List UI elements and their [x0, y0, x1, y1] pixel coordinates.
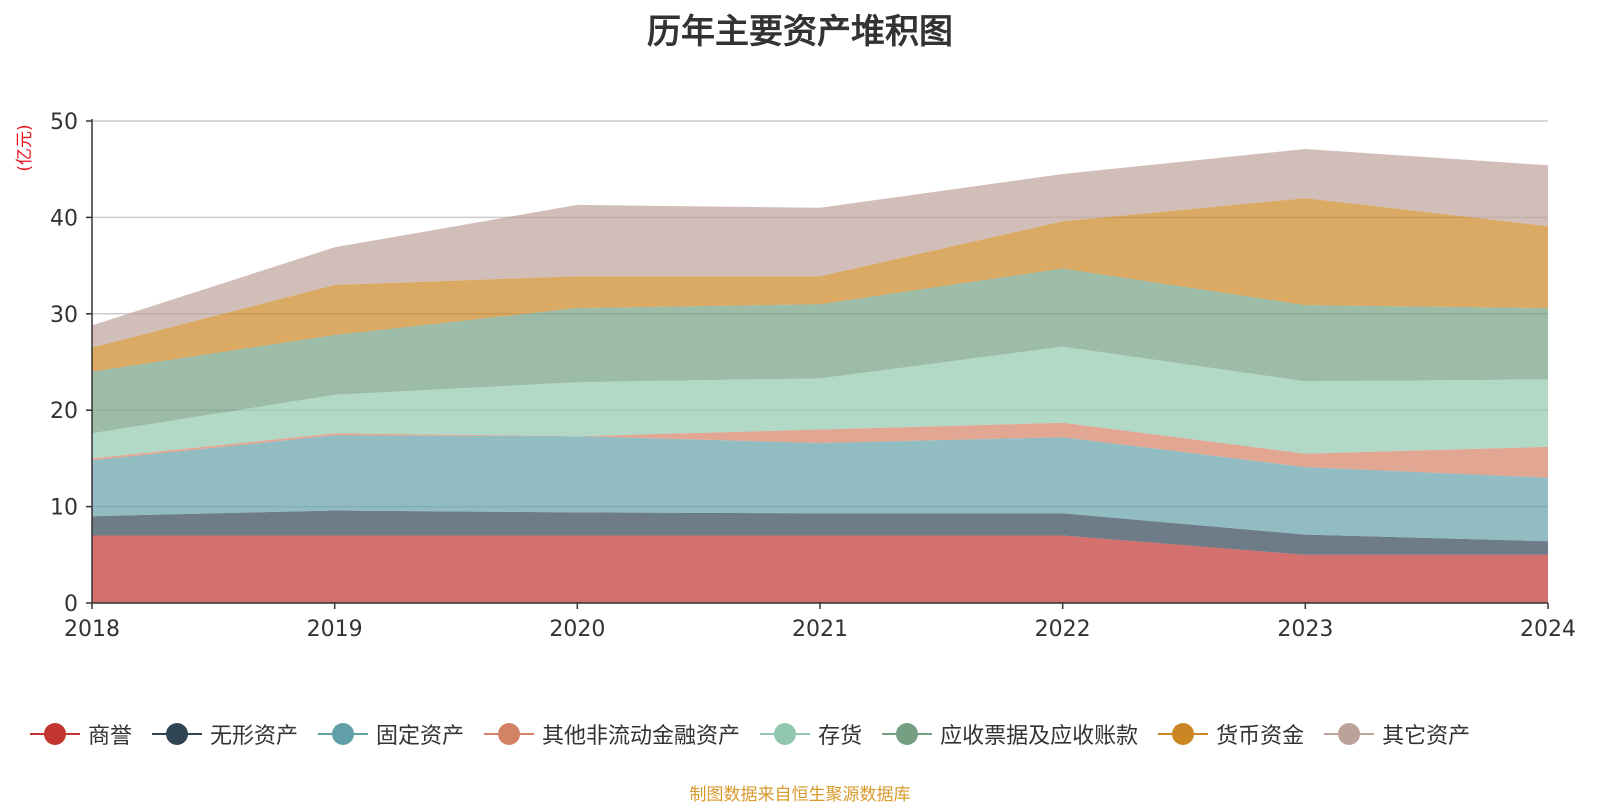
y-tick-label: 10	[50, 496, 78, 521]
legend-label: 商誉	[88, 724, 133, 749]
legend-marker-icon	[1324, 722, 1375, 746]
legend-item-4[interactable]: 其他非流动金融资产	[484, 718, 740, 750]
legend-marker-icon	[760, 722, 811, 746]
y-tick-label: 30	[50, 303, 78, 328]
area-series-1	[92, 535, 1548, 603]
y-tick-label: 50	[50, 110, 78, 135]
area-series-8	[92, 149, 1548, 348]
legend-item-5[interactable]: 存货	[760, 718, 862, 750]
legend: 商誉 无形资产 固定资产 其他非流动金融资产 存货 应收票据及应收账款 货币资金 其它资产	[30, 716, 1490, 752]
legend-item-3[interactable]: 固定资产	[318, 718, 464, 750]
legend-label: 应收票据及应收账款	[940, 724, 1139, 749]
stacked-areas	[92, 149, 1548, 603]
tick-labels: 0 10 20 30 40 50 2018 2019 2020 2021 2022 2023 2024	[50, 110, 1576, 642]
y-tick-label: 20	[50, 399, 78, 424]
legend-item-2[interactable]: 无形资产	[152, 718, 298, 750]
x-tick-label: 2024	[1520, 617, 1576, 642]
legend-marker-icon	[30, 722, 80, 746]
x-tick-label: 2018	[64, 617, 120, 642]
x-tick-label: 2020	[549, 617, 605, 642]
area-series-6	[92, 268, 1548, 434]
y-tick-label: 40	[50, 206, 78, 231]
area-series-5	[92, 346, 1548, 459]
y-tick-label: 0	[64, 592, 78, 617]
chart-title: 历年主要资产堆积图	[647, 12, 953, 52]
x-tick-label: 2021	[792, 617, 848, 642]
axes	[86, 119, 1549, 609]
area-series-7	[92, 198, 1548, 372]
legend-marker-icon	[152, 722, 203, 746]
y-axis-label: (亿元)	[15, 124, 35, 171]
x-tick-label: 2023	[1277, 617, 1333, 642]
area-series-4	[92, 422, 1548, 478]
legend-marker-icon	[1158, 722, 1209, 746]
legend-marker-icon	[318, 722, 369, 746]
area-series-2	[92, 510, 1548, 555]
x-tick-label: 2022	[1035, 617, 1091, 642]
legend-label: 存货	[818, 724, 863, 749]
x-tick-label: 2019	[307, 617, 363, 642]
source-note: 制图数据来自恒生聚源数据库	[689, 785, 911, 805]
legend-label: 其它资产	[1382, 724, 1471, 749]
legend-marker-icon	[882, 722, 933, 746]
legend-item-7[interactable]: 货币资金	[1158, 718, 1304, 750]
legend-label: 货币资金	[1216, 724, 1305, 749]
legend-item-1[interactable]: 商誉	[30, 718, 132, 750]
legend-marker-icon	[484, 722, 535, 746]
legend-label: 固定资产	[376, 724, 465, 749]
area-series-3	[92, 435, 1548, 542]
legend-item-6[interactable]: 应收票据及应收账款	[882, 718, 1138, 750]
legend-label: 无形资产	[210, 724, 299, 749]
legend-label: 其他非流动金融资产	[542, 724, 741, 749]
legend-item-8[interactable]: 其它资产	[1324, 718, 1470, 750]
